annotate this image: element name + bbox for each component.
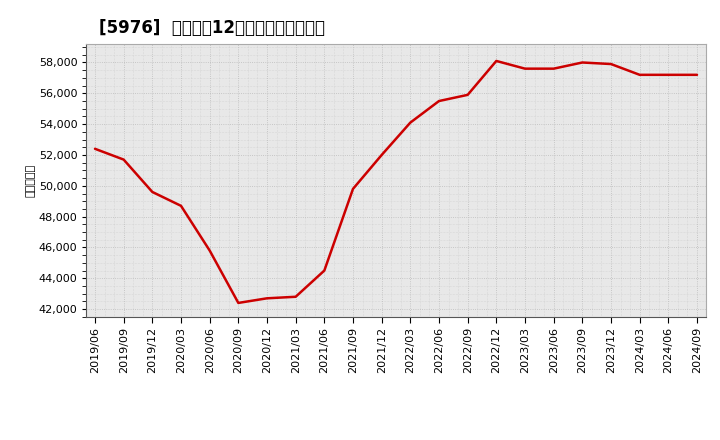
Text: [5976]  売上高の12か月移動合計の推移: [5976] 売上高の12か月移動合計の推移 — [99, 19, 325, 37]
Y-axis label: （百万円）: （百万円） — [26, 164, 36, 197]
